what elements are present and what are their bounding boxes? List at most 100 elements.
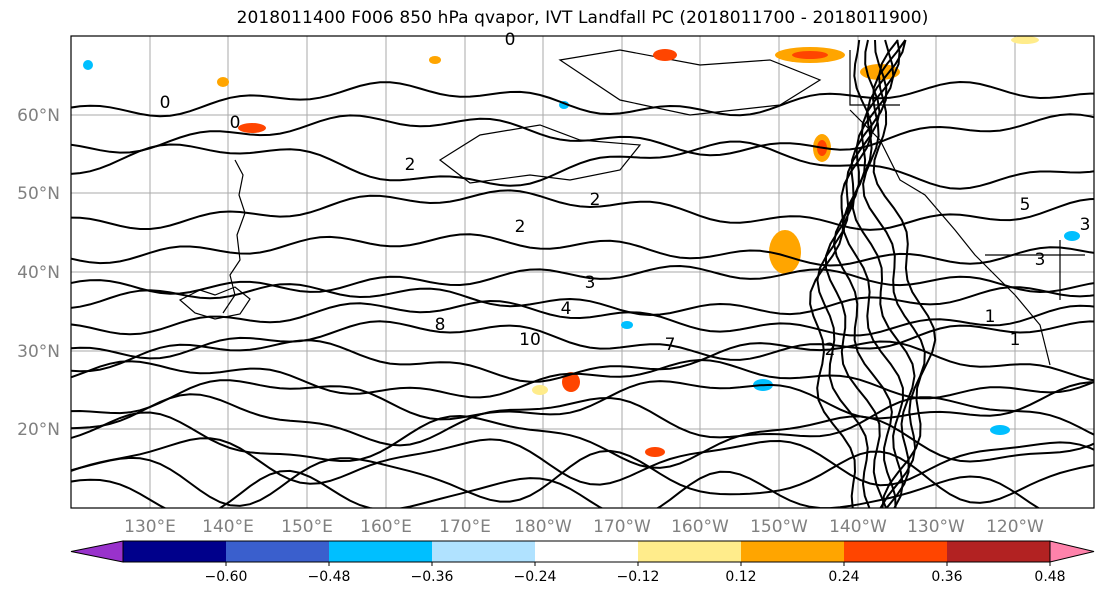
lon-label: 180°W — [514, 517, 572, 537]
shading-patch-red — [653, 49, 677, 61]
lon-label: 160°E — [360, 517, 412, 537]
colorbar-tick-label: 0.48 — [1034, 569, 1065, 585]
shading-patch-red — [238, 123, 266, 133]
contour-label: 2 — [825, 340, 836, 360]
contour-line — [842, 39, 904, 508]
lon-label: 140°W — [829, 517, 887, 537]
colorbar-extend-low — [70, 540, 124, 563]
contour-label: 0 — [230, 113, 241, 133]
colorbar-tick-label: 0.12 — [725, 569, 756, 585]
lon-label: 160°W — [671, 517, 729, 537]
contour-label: 3 — [585, 273, 596, 293]
colorbar-segment — [535, 541, 638, 562]
contour-line — [71, 233, 1094, 267]
colorbar-segment — [638, 541, 741, 562]
lat-label: 30°N — [17, 342, 60, 362]
colorbar-tick-label: 0.24 — [828, 569, 859, 585]
colorbar-tick-label: −0.60 — [205, 569, 248, 585]
lon-label: 170°E — [439, 517, 491, 537]
coastline-alaska — [558, 49, 822, 116]
colorbar-extend-high — [1049, 540, 1095, 563]
contour-label: 5 — [1020, 195, 1031, 215]
shading-patch-red — [562, 372, 580, 392]
shading-patch-orange — [217, 77, 229, 87]
shading-patch-blue — [990, 425, 1010, 435]
lat-label: 20°N — [17, 420, 60, 440]
contour-label: 1 — [1010, 330, 1021, 350]
contour-line — [71, 283, 1094, 317]
contour-line — [71, 140, 1094, 190]
contour-line — [71, 411, 1094, 469]
colorbar-tick-label: 0.36 — [931, 569, 962, 585]
contour-line — [71, 320, 1094, 361]
shading-patch-orange — [429, 56, 441, 64]
lat-label: 50°N — [17, 184, 60, 204]
contour-line — [71, 339, 1094, 383]
colorbar-tick-label: −0.36 — [411, 569, 454, 585]
contour-label: 1 — [985, 307, 996, 327]
contour-label: 2 — [590, 190, 601, 210]
lon-label: 140°E — [202, 517, 254, 537]
colorbar-segment — [226, 541, 329, 562]
contour-label: 0 — [160, 93, 171, 113]
contour-label: 3 — [1080, 215, 1091, 235]
contour-line — [832, 39, 897, 508]
coastline-north-america — [849, 109, 1051, 366]
colorbar-segment — [432, 541, 535, 562]
contour-line — [851, 39, 916, 508]
contour-label: 10 — [519, 330, 541, 350]
shading-patch-red — [645, 447, 665, 457]
contour-line — [816, 39, 881, 508]
contour-line — [71, 80, 1094, 118]
colorbar: −0.60 −0.48 −0.36 −0.24 −0.12 0.12 0.24 0.36 0.4… — [70, 540, 1095, 585]
contour-label: 2 — [515, 217, 526, 237]
contour-label: 7 — [665, 335, 676, 355]
contour-line — [71, 393, 1094, 447]
coastline-japan — [178, 286, 251, 320]
map-title: 2018011400 F006 850 hPa qvapor, IVT Land… — [236, 8, 929, 28]
contour-label: 3 — [1035, 250, 1046, 270]
contour-line — [872, 39, 937, 508]
contour-label: 2 — [405, 155, 416, 175]
colorbar-segment — [741, 541, 844, 562]
shading-patch-yellow — [1011, 36, 1039, 44]
contour-line — [71, 264, 1094, 295]
contour-line — [71, 189, 1094, 231]
lon-label: 150°W — [750, 517, 808, 537]
colorbar-frame — [122, 540, 1051, 563]
latitude-labels: 60°N 50°N 40°N 30°N 20°N — [17, 106, 60, 440]
colorbar-tick-label: −0.48 — [308, 569, 351, 585]
shading-patch-blue — [621, 321, 633, 329]
lon-label: 130°E — [124, 517, 176, 537]
longitude-labels: 130°E 140°E 150°E 160°E 170°E 180°W 170°W 160°W… — [124, 517, 1044, 537]
lat-label: 40°N — [17, 263, 60, 283]
contour-line — [71, 379, 1094, 421]
lon-label: 170°W — [593, 517, 651, 537]
lat-label: 60°N — [17, 106, 60, 126]
shading-patch-yellow — [532, 385, 548, 395]
contour-line — [71, 469, 1094, 508]
lon-label: 130°W — [907, 517, 965, 537]
shading-patch-blue — [1064, 231, 1080, 241]
colorbar-segment — [329, 541, 432, 562]
shading-patch-orange — [769, 230, 801, 274]
contour-line — [71, 449, 1094, 507]
contour-line — [862, 39, 926, 508]
colorbar-segment — [844, 541, 947, 562]
qvapor-shading — [83, 36, 1080, 457]
colorbar-tick-label: −0.12 — [617, 569, 660, 585]
lon-label: 150°E — [281, 517, 333, 537]
contour-line — [71, 437, 1094, 487]
contour-label: 0 — [505, 30, 516, 50]
colorbar-segment — [947, 541, 1050, 562]
map-frame — [70, 35, 1095, 509]
colorbar-segment — [123, 541, 226, 562]
contour-label: 4 — [561, 299, 572, 319]
coastline-asia — [222, 159, 246, 314]
lon-label: 120°W — [986, 517, 1044, 537]
shading-patch-blue — [83, 60, 93, 70]
colorbar-tick-label: −0.24 — [514, 569, 557, 585]
